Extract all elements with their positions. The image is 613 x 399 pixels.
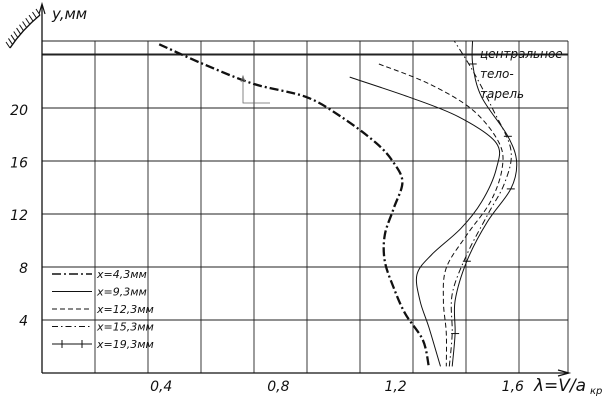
y-axis-label: y,мм [51,5,87,23]
x-axis-label-sub: кр [590,386,602,397]
y-tick-label: 16 [10,156,28,172]
series-line-2 [349,76,501,367]
legend-label-4: x=15,3мм [96,321,154,334]
wall-hatch-line [5,41,11,49]
wall-hatch-line [32,11,37,19]
wall-hatch-line [28,14,34,22]
y-tick-label: 4 [19,313,28,329]
wall-hatch-line [13,31,19,38]
wall-hatch-line [25,17,31,25]
x-tick-label: 0,8 [267,379,289,395]
y-tick-label: 20 [10,103,28,119]
x-tick-label: 1,2 [384,379,406,395]
series-line-3 [378,63,504,367]
annotation-line-3: тарель [480,87,524,101]
wall-hatch-line [8,38,13,45]
legend-label-1: x=4,3мм [96,268,147,281]
x-axis-label: λ=V/a кр [533,376,602,397]
legend-label-5: x=19,3мм [96,338,154,351]
series-line-4 [448,41,512,367]
series-line-1 [158,43,430,367]
legend-label-3: x=12,3мм [96,303,154,316]
wall-hatch-icon [5,8,41,49]
annotation: центральное тело- тарель [480,47,563,101]
probe-marker-arrow [240,74,246,83]
wall-hatch-line [22,21,27,28]
wall-hatch-line [10,34,16,42]
x-axis-arrow [557,369,572,377]
series-layer [158,41,518,367]
wall-hatch-line [19,24,24,32]
annotation-line-2: тело- [480,67,514,81]
annotation-line-1: центральное [480,47,563,61]
probe-marker-icon [240,74,270,104]
wall-hatch-line [16,27,21,35]
x-tick-label: 1,6 [502,379,524,395]
y-tick-label: 12 [10,208,28,224]
legend: x=4,3мм x=9,3мм x=12,3мм x=15,3мм x=19,3мм [52,268,154,351]
x-tick-label: 0,4 [150,379,172,395]
y-tick-label: 8 [19,261,28,277]
wall-arc [9,14,41,49]
x-axis-label-main: λ=V/a [533,376,586,396]
legend-label-2: x=9,3мм [96,286,147,299]
probe-marker-frame [242,78,270,104]
y-axis-arrow [38,1,46,15]
axes: 0,4 0,8 1,2 1,6 4 8 12 16 20 [10,1,572,395]
